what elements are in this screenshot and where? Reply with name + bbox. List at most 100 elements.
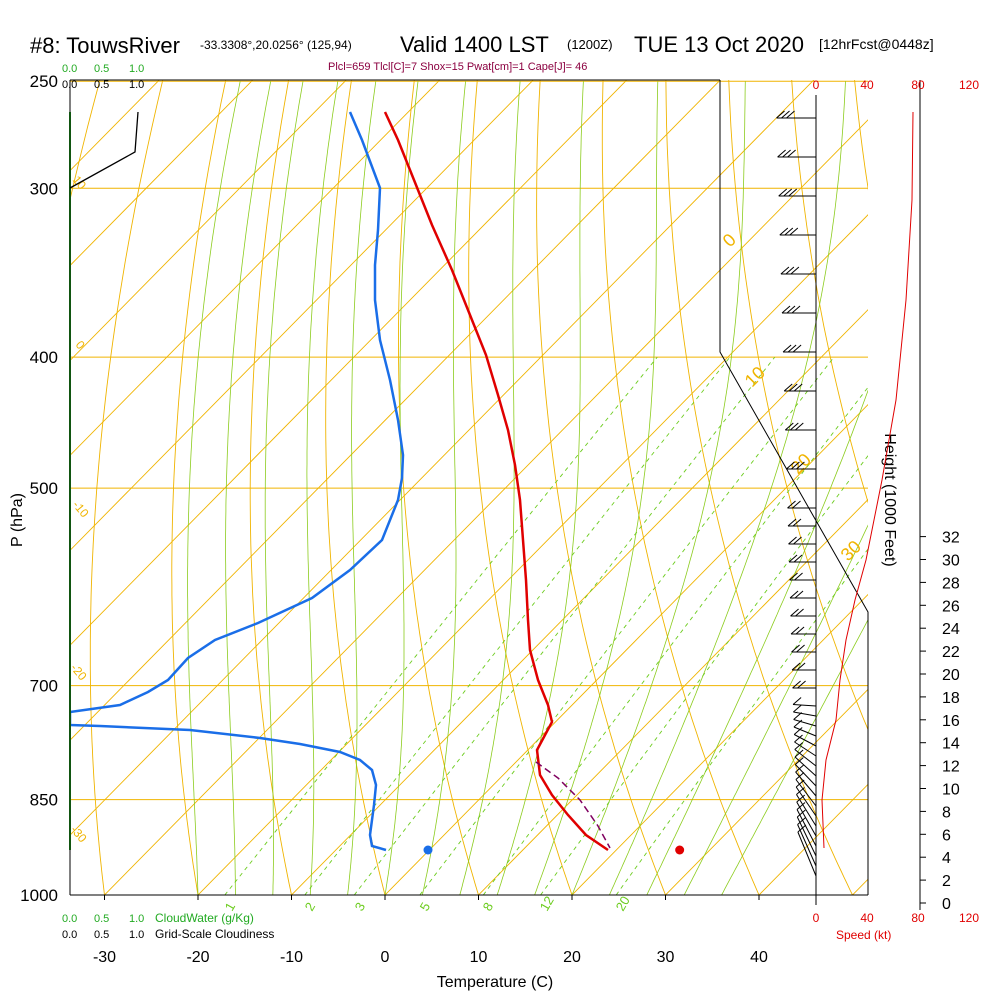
- barb-feather: [782, 149, 791, 158]
- wind-barb: [794, 749, 817, 777]
- barb-feather: [776, 110, 785, 119]
- wind-barb: [790, 626, 816, 635]
- height-tick-label: 18: [942, 690, 960, 707]
- barb-feather: [792, 344, 802, 353]
- isotherm-line: [70, 80, 628, 646]
- moist-adiabat: [683, 524, 868, 895]
- wind-barb: [781, 305, 816, 314]
- dry-adiabat: [854, 80, 868, 191]
- barb-feather: [781, 110, 790, 119]
- isotherm-line: [70, 80, 441, 457]
- speed-bottom-label: 0: [813, 911, 820, 925]
- height-tick-label: 26: [942, 598, 960, 615]
- wind-barb: [796, 809, 817, 857]
- speed-bottom-label: 40: [860, 911, 874, 925]
- station-title: #8: TouwsRiver: [30, 33, 180, 58]
- barb-feather: [796, 787, 805, 795]
- pressure-tick-label: 400: [30, 348, 58, 367]
- x-tick-label: -10: [280, 949, 303, 966]
- x-tick-label: 40: [750, 949, 768, 966]
- barb-feather: [781, 305, 791, 314]
- barb-shaft: [795, 771, 817, 797]
- barb-feather: [787, 518, 797, 527]
- height-axis-title: Height (1000 Feet): [881, 433, 898, 566]
- mixing-ratio-line: [353, 356, 776, 895]
- wind-barb: [784, 422, 816, 431]
- moist-adiabat: [225, 81, 272, 895]
- barb-feather: [785, 266, 795, 275]
- barb-feather: [792, 518, 802, 527]
- barb-feather: [791, 644, 800, 653]
- isotherm-line: [477, 498, 868, 895]
- barb-shaft: [794, 749, 817, 767]
- barb-feather: [794, 749, 804, 758]
- wind-barb: [794, 734, 817, 757]
- barb-feather: [794, 734, 803, 743]
- barb-feather: [784, 227, 794, 236]
- barb-feather: [794, 742, 804, 750]
- moist-adiabat: [347, 81, 377, 895]
- barb-feather: [778, 188, 788, 197]
- height-tick-label: 20: [942, 667, 960, 684]
- pressure-tick-label: 500: [30, 479, 58, 498]
- barb-feather: [794, 572, 803, 581]
- barb-feather: [788, 188, 798, 197]
- dry-adiabat: [171, 80, 227, 895]
- barb-feather: [788, 554, 798, 563]
- moist-adiabat: [571, 81, 746, 895]
- moist-adiabat: [306, 81, 339, 895]
- barb-shaft: [793, 726, 817, 737]
- moist-adiabat: [534, 81, 659, 895]
- pressure-tick-label: 700: [30, 677, 58, 696]
- moist-adiabat: [187, 81, 241, 895]
- barb-feather: [795, 764, 804, 773]
- barb-shaft: [797, 831, 817, 877]
- speed-top-label: 80: [911, 78, 925, 92]
- barb-feather: [783, 188, 793, 197]
- height-tick-label: 6: [942, 827, 951, 844]
- barb-shaft: [793, 734, 817, 747]
- barb-feather: [790, 608, 799, 617]
- barb-feather: [783, 383, 793, 392]
- wind-barb: [793, 719, 817, 737]
- barb-shaft: [796, 809, 817, 847]
- wind-barb: [778, 188, 816, 197]
- moist-adiabat: [646, 389, 868, 895]
- barb-feather: [793, 536, 802, 545]
- isotherm-line: [70, 80, 721, 741]
- height-tick-label: 10: [942, 782, 960, 799]
- barb-shaft: [797, 824, 817, 867]
- barb-feather: [794, 422, 804, 431]
- isotherm-line: [571, 593, 868, 895]
- barb-feather: [786, 110, 795, 119]
- wind-barb: [788, 554, 816, 563]
- isotherm-line: [70, 80, 534, 551]
- wind-barb: [791, 644, 816, 653]
- moist-adiabat: [384, 81, 419, 895]
- barb-shaft: [796, 801, 817, 837]
- barb-feather: [790, 266, 800, 275]
- wind-barb: [776, 110, 816, 119]
- barb-feather: [797, 680, 806, 689]
- speed-top-label: 120: [959, 78, 979, 92]
- barb-feather: [786, 461, 795, 470]
- barb-feather: [793, 719, 803, 728]
- height-tick-label: 22: [942, 644, 960, 661]
- parcel-path: [535, 761, 611, 849]
- station-coords: -33.3308°,20.0256° (125,94): [200, 38, 352, 52]
- barb-feather: [784, 422, 794, 431]
- barb-feather: [795, 608, 804, 617]
- isotherm-line: [70, 80, 160, 172]
- barb-feather: [797, 824, 807, 833]
- barb-feather: [795, 772, 805, 780]
- height-tick-label: 12: [942, 759, 960, 776]
- speed-axis-title: Speed (kt): [836, 928, 891, 942]
- height-tick-label: 30: [942, 553, 960, 570]
- barb-feather: [791, 662, 801, 671]
- mixing-ratio-line: [304, 356, 731, 895]
- isotherm-line: [0, 0, 7, 924]
- isotherm-line: [384, 404, 868, 895]
- surface-dewpoint-dot: [423, 845, 433, 855]
- barb-shaft: [793, 704, 817, 707]
